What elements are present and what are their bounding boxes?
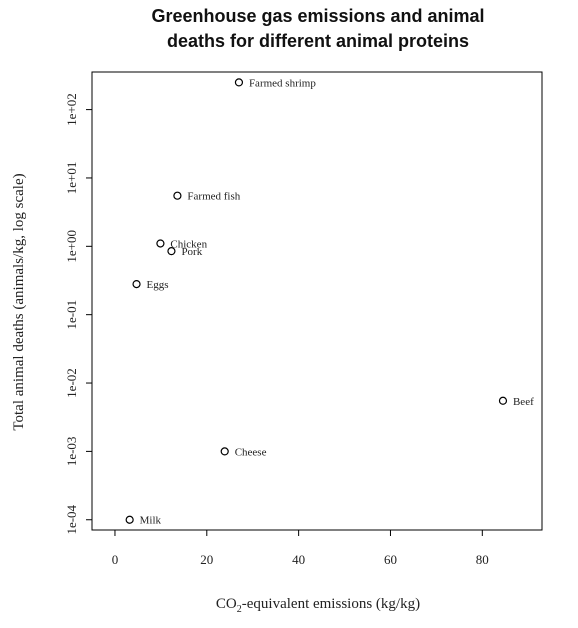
x-tick-label: 20 (200, 552, 213, 567)
y-tick-label: 1e-01 (64, 300, 79, 330)
data-point (156, 239, 165, 248)
y-tick-label: 1e-04 (64, 504, 79, 534)
chart-title-line-2: deaths for different animal proteins (167, 31, 469, 51)
data-point (173, 191, 182, 200)
y-tick-label: 1e-02 (64, 368, 79, 398)
x-tick-label: 80 (476, 552, 489, 567)
data-point (498, 396, 508, 405)
point-label: Beef (513, 396, 534, 408)
plot-frame (91, 71, 543, 531)
data-point (220, 447, 229, 456)
x-axis-title: CO2-equivalent emissions (kg/kg) (216, 596, 420, 615)
x-tick-label: 40 (292, 552, 305, 567)
data-point (234, 78, 244, 87)
y-axis-title: Total animal deaths (animals/kg, log sca… (11, 173, 27, 430)
y-tick-label: 1e+02 (64, 93, 79, 126)
data-point (125, 515, 134, 524)
point-label: Cheese (235, 446, 267, 458)
data-point (132, 280, 141, 289)
data-point (167, 247, 176, 256)
y-tick-label: 1e-03 (64, 437, 79, 467)
y-tick-label: 1e+00 (64, 230, 79, 263)
point-label: Farmed fish (187, 191, 240, 203)
point-label: Farmed shrimp (249, 77, 316, 89)
chart-title-line-1: Greenhouse gas emissions and animal (151, 6, 484, 26)
point-label: Chicken (170, 238, 207, 250)
x-tick-label: 60 (384, 552, 397, 567)
point-label: Milk (140, 515, 162, 527)
x-tick-label: 0 (112, 552, 119, 567)
x-axis: 0 20 40 60 80 (112, 529, 489, 567)
y-axis: 1e-04 1e-03 1e-02 1e-01 1e+00 1e+01 1e+02 (64, 93, 93, 535)
y-tick-label: 1e+01 (64, 162, 79, 195)
point-label: Pork (181, 246, 202, 258)
point-label: Eggs (147, 279, 169, 291)
